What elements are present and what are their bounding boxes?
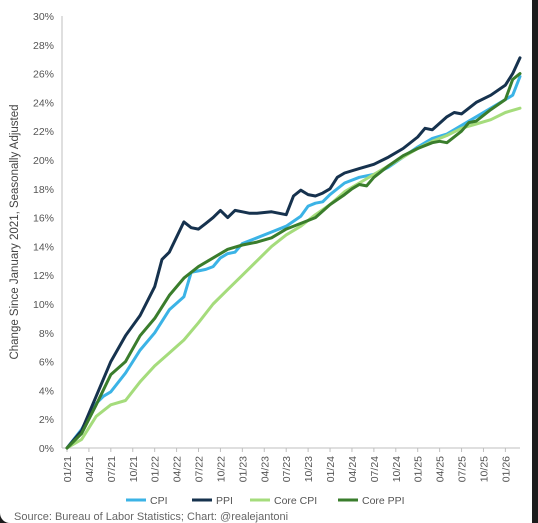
y-tick-label: 6% [39,357,54,369]
series-line-ppi [65,56,522,450]
y-tick-label: 16% [33,213,54,225]
axes: 0% 2% 4% 6% 8% 10% 12% 14% 16% 18% 20% 22% 24% 26% 28%… [33,11,520,482]
source-note: Source: Bureau of Labor Statistics; Char… [14,511,289,523]
legend-label: Core PPI [362,495,405,507]
x-tick-label: 01/25 [413,456,425,482]
y-tick-label: 30% [33,11,54,23]
series-lines [65,56,522,450]
x-tick-label: 04/21 [84,456,96,482]
series-line-core-ppi [65,72,522,450]
y-tick-label: 4% [39,385,54,397]
legend: CPI PPI Core CPI Core PPI [126,495,405,507]
legend-label: PPI [216,495,233,507]
x-tick-label: 07/21 [106,456,118,482]
y-tick-label: 22% [33,126,54,138]
legend-label: Core CPI [274,495,317,507]
x-tick-label: 07/25 [457,456,469,482]
x-tick-label: 01/22 [150,456,162,482]
y-axis-label: Change Since January 2021, Seasonally Ad… [9,104,21,359]
y-tick-label: 18% [33,184,54,196]
x-tick-label: 01/24 [325,456,337,482]
x-tick-label: 07/24 [369,456,381,482]
y-tick-label: 0% [39,443,54,455]
x-tick-label: 10/22 [215,456,227,482]
series-line-core-cpi [65,106,522,450]
y-tick-label: 26% [33,69,54,81]
x-tick-label: 10/21 [128,456,140,482]
x-tick-label: 01/26 [500,456,512,482]
y-tick-label: 28% [33,40,54,52]
x-tick-label: 10/24 [391,456,403,482]
y-tick-label: 2% [39,414,54,426]
x-tick-label: 01/21 [62,456,74,482]
x-tick-label: 07/22 [194,456,206,482]
x-tick-label: 07/23 [281,456,293,482]
x-tick-label: 04/25 [435,456,447,482]
x-tick-label: 04/22 [172,456,184,482]
x-tick-label: 04/24 [347,456,359,482]
y-tick-label: 14% [33,241,54,253]
legend-label: CPI [150,495,168,507]
series-line-cpi [65,75,522,450]
y-tick-label: 20% [33,155,54,167]
y-tick-label: 10% [33,299,54,311]
x-tick-label: 01/23 [237,456,249,482]
y-tick-label: 8% [39,328,54,340]
y-tick-label: 24% [33,97,54,109]
x-tick-label: 10/25 [478,456,490,482]
x-tick-label: 04/23 [259,456,271,482]
y-tick-label: 12% [33,270,54,282]
x-tick-label: 10/23 [303,456,315,482]
